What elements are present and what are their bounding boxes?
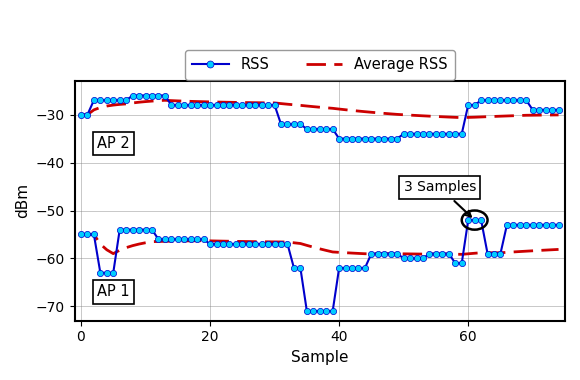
X-axis label: Sample: Sample xyxy=(291,350,349,365)
Text: AP 1: AP 1 xyxy=(97,285,130,299)
Y-axis label: dBm: dBm xyxy=(15,184,30,218)
Legend: RSS, Average RSS: RSS, Average RSS xyxy=(185,50,455,80)
Text: 3 Samples: 3 Samples xyxy=(404,180,476,217)
Text: AP 2: AP 2 xyxy=(97,136,130,151)
